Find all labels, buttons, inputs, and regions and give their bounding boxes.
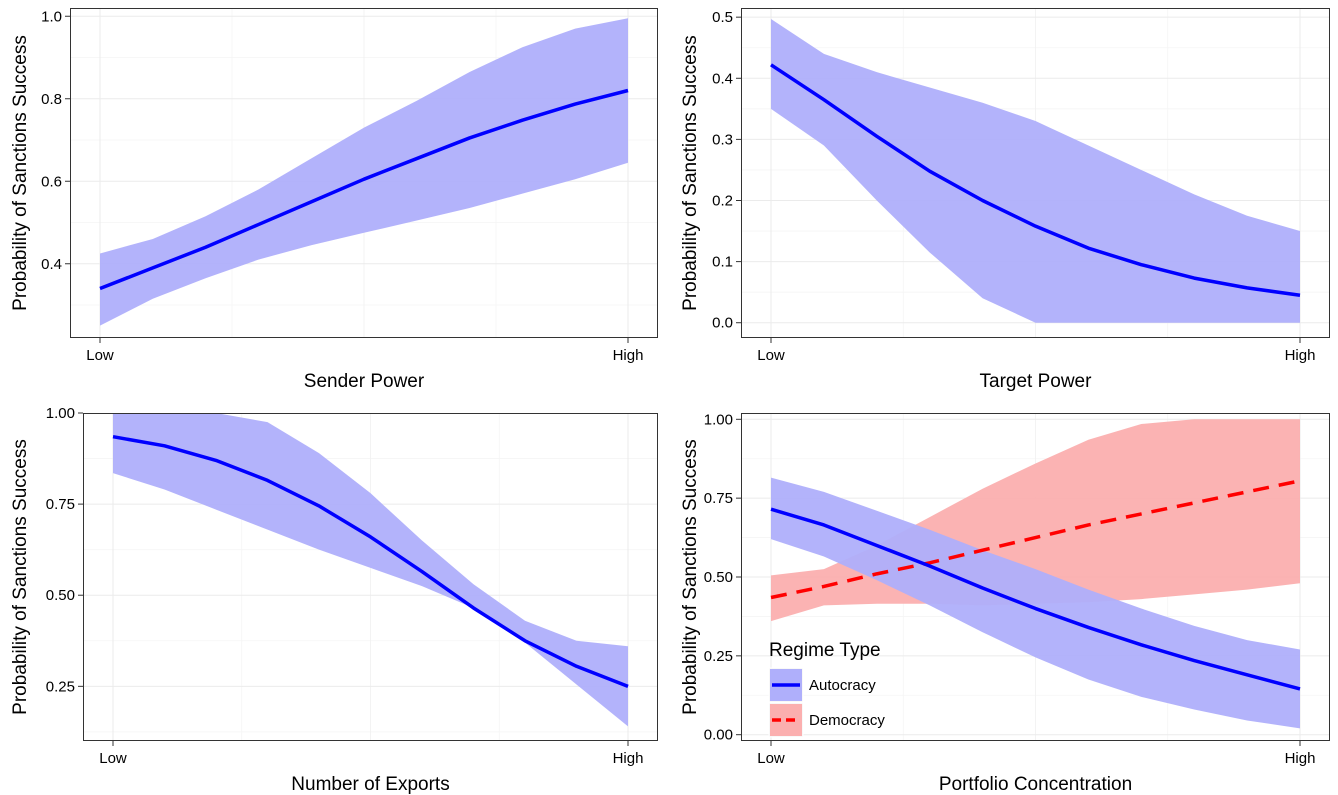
x-tick-label: High (613, 750, 644, 767)
x-tick-label: High (1285, 750, 1316, 767)
y-tick-label: 0.50 (46, 587, 75, 604)
series-line-autocracy (770, 507, 1301, 691)
x-axis-title: Target Power (980, 371, 1093, 392)
y-tick-label: 0.25 (46, 678, 75, 695)
panel-border (83, 413, 658, 741)
x-tick-label: Low (99, 750, 127, 767)
chart-panel-1: 0.4 0.6 0.8 1.0 Low High Sender Power Probabili… (10, 8, 658, 392)
series-group (770, 419, 1301, 729)
series-line-autocracy (112, 434, 629, 688)
y-tick-label: 0.5 (712, 9, 733, 26)
x-tick-label: Low (86, 347, 114, 364)
y-tick-label: 0.0 (712, 315, 733, 332)
y-axis-title: Probability of Sanctions Success (10, 35, 31, 311)
x-axis-title: Number of Exports (291, 774, 449, 795)
y-tick-label: 0.3 (712, 131, 733, 148)
y-tick-label: 0.00 (704, 727, 733, 744)
confidence-band-autocracy (100, 18, 628, 326)
y-tick-label: 0.25 (704, 648, 733, 665)
series-line-democracy (770, 479, 1301, 600)
y-tick-label: 0.4 (712, 70, 733, 87)
legend: Regime Type Autocracy Democracy (768, 640, 885, 738)
y-tick-label: 0.75 (46, 496, 75, 513)
y-tick-label: 0.4 (41, 256, 62, 273)
y-tick-label: 0.2 (712, 193, 733, 210)
y-axis-title: Probability of Sanctions Success (680, 439, 701, 715)
y-tick-label: 1.00 (46, 405, 75, 422)
chart-panel-4: 0.00 0.25 0.50 0.75 1.00 Low High Portfolio Con… (680, 411, 1330, 795)
series-line-autocracy (770, 63, 1301, 297)
y-tick-label: 1.0 (41, 8, 62, 25)
legend-label-autocracy: Autocracy (809, 677, 876, 694)
series-line-autocracy (99, 88, 629, 291)
y-tick-label: 0.50 (704, 569, 733, 586)
panel-border (741, 8, 1330, 338)
confidence-band-autocracy (113, 413, 628, 727)
legend-title: Regime Type (769, 640, 881, 661)
y-tick-label: 0.1 (712, 254, 733, 271)
chart-panel-3: 0.25 0.50 0.75 1.00 Low High Number of Exports… (10, 405, 658, 795)
chart-panel-2: 0.0 0.1 0.2 0.3 0.4 0.5 Low High Target Power Pro… (680, 8, 1330, 392)
x-axis-title: Portfolio Concentration (939, 774, 1132, 795)
confidence-band-autocracy (771, 477, 1300, 729)
y-tick-label: 0.75 (704, 490, 733, 507)
y-tick-label: 1.00 (704, 411, 733, 428)
x-tick-label: Low (757, 347, 785, 364)
confidence-band-autocracy (771, 19, 1300, 323)
x-axis-title: Sender Power (304, 371, 425, 392)
y-axis-title: Probability of Sanctions Success (10, 439, 31, 715)
panel-border (70, 8, 658, 338)
legend-label-democracy: Democracy (809, 712, 885, 729)
y-axis-title: Probability of Sanctions Success (680, 35, 701, 311)
y-tick-label: 0.8 (41, 91, 62, 108)
x-tick-label: Low (757, 750, 785, 767)
series-group (770, 19, 1301, 323)
series-group (99, 18, 629, 326)
x-tick-label: High (613, 347, 644, 364)
x-tick-label: High (1285, 347, 1316, 364)
y-tick-label: 0.6 (41, 173, 62, 190)
panel-border (741, 413, 1330, 741)
series-group (112, 413, 629, 727)
